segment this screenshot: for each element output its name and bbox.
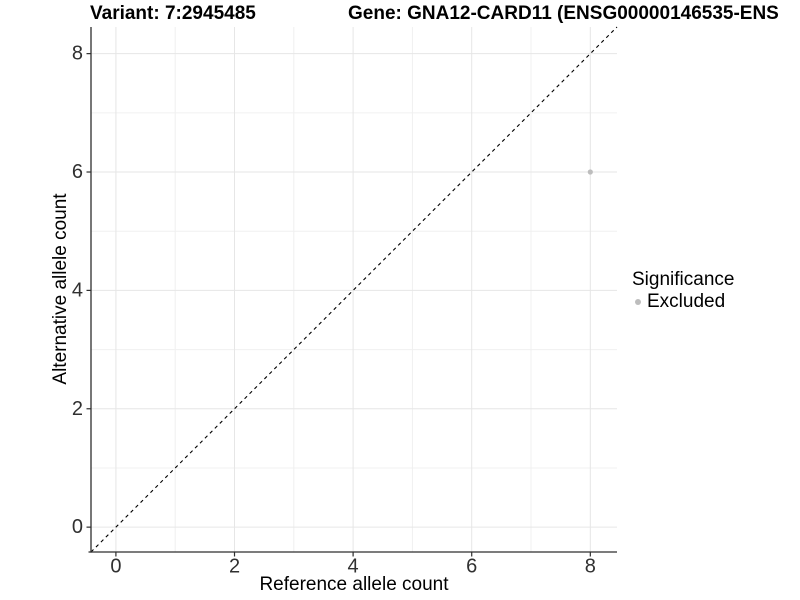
legend: Significance Excluded <box>632 269 734 312</box>
x-axis-tick-label: 8 <box>585 556 596 578</box>
identity-line <box>90 26 618 553</box>
y-axis-tick-label: 0 <box>72 516 83 538</box>
y-axis-tick-label: 6 <box>72 161 83 183</box>
y-axis-tick-label: 4 <box>72 279 83 301</box>
x-axis-tick-label: 4 <box>348 556 359 578</box>
x-axis-title: Reference allele count <box>259 574 449 595</box>
legend-title: Significance <box>632 269 735 290</box>
y-axis-tick-label: 2 <box>72 398 83 420</box>
legend-item-label: Excluded <box>647 291 726 312</box>
y-axis-tick-label: 8 <box>72 43 83 65</box>
plot-title-gene: Gene: GNA12-CARD11 (ENSG00000146535-ENS <box>348 3 779 24</box>
legend-item-excluded: Excluded <box>632 291 734 312</box>
x-axis-tick-label: 0 <box>110 556 121 578</box>
x-axis-tick-label: 2 <box>229 556 240 578</box>
plot-title-variant: Variant: 7:2945485 <box>90 3 256 24</box>
legend-dot-icon <box>635 298 641 305</box>
data-point <box>587 169 593 175</box>
y-axis-title: Alternative allele count <box>50 193 71 385</box>
x-axis-tick-label: 6 <box>466 556 477 578</box>
